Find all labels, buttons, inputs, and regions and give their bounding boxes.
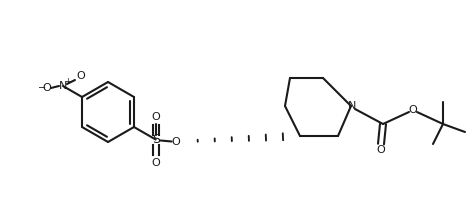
Text: N: N: [59, 81, 67, 91]
Text: +: +: [64, 76, 71, 86]
Text: O: O: [76, 71, 85, 81]
Text: −: −: [38, 83, 46, 93]
Text: O: O: [151, 111, 160, 122]
Text: S: S: [151, 133, 160, 146]
Text: O: O: [42, 83, 51, 93]
Text: N: N: [348, 101, 356, 111]
Text: O: O: [171, 136, 180, 147]
Text: O: O: [151, 157, 160, 168]
Text: O: O: [377, 145, 385, 155]
Text: O: O: [409, 105, 418, 115]
